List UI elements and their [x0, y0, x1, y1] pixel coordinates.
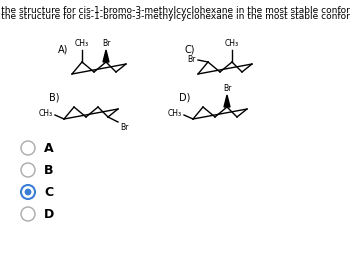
Text: C): C): [184, 44, 195, 54]
Text: CH₃: CH₃: [75, 39, 89, 48]
Text: A: A: [44, 141, 54, 154]
Text: Br: Br: [223, 84, 231, 93]
Text: CH₃: CH₃: [39, 109, 53, 119]
Circle shape: [21, 141, 35, 155]
Text: B): B): [49, 92, 60, 102]
Text: Br: Br: [188, 56, 196, 65]
Polygon shape: [224, 95, 230, 107]
Text: Br: Br: [102, 39, 110, 48]
Text: Choose the structure for cis-1-bromo-3-methylcyclohexane in the most stable conf: Choose the structure for cis-1-bromo-3-m…: [0, 12, 350, 21]
Circle shape: [21, 185, 35, 199]
Text: D: D: [44, 208, 54, 220]
Text: D): D): [178, 92, 190, 102]
Text: Br: Br: [120, 123, 128, 132]
Text: A): A): [58, 44, 68, 54]
Polygon shape: [103, 50, 109, 62]
Text: C: C: [44, 185, 53, 198]
Circle shape: [21, 207, 35, 221]
Circle shape: [21, 163, 35, 177]
Text: CH₃: CH₃: [225, 39, 239, 48]
Text: CH₃: CH₃: [168, 109, 182, 119]
Circle shape: [24, 188, 32, 196]
Text: B: B: [44, 164, 54, 177]
Text: Choose the structure for cis-1-bromo-3-methylcyclohexane in the most stable conf: Choose the structure for cis-1-bromo-3-m…: [0, 6, 350, 15]
